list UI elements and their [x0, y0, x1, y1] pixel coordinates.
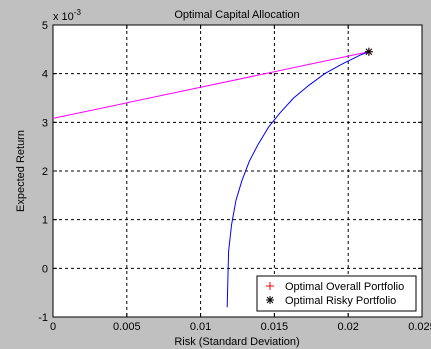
series-layer: [52, 51, 370, 308]
chart-title: Optimal Capital Allocation: [174, 9, 299, 21]
portfolio-marker-2: [364, 47, 373, 56]
x-tick-label: 0: [50, 321, 56, 333]
x-tick-label: 0.025: [408, 321, 431, 333]
legend-marker-1: [266, 282, 274, 290]
y-tick-label: 5: [42, 20, 48, 32]
y-tick-label: 3: [42, 117, 48, 129]
legend: Optimal Overall Portfolio Optimal Risky P…: [256, 275, 417, 312]
grid-lines: [53, 25, 422, 317]
marker-layer: [364, 47, 373, 56]
y-tick-label: 1: [42, 215, 48, 227]
y-axis-label: Expected Return: [15, 130, 27, 212]
legend-label-1: Optimal Overall Portfolio: [285, 281, 404, 293]
cal-line-line: [52, 51, 370, 119]
tick-marks: [52, 24, 423, 318]
legend-box: [256, 275, 417, 312]
x-tick-labels: 0 0.005 0.01 0.015 0.02 0.025: [50, 321, 431, 333]
x-tick-label: 0.01: [190, 321, 211, 333]
x-tick-label: 0.02: [337, 321, 358, 333]
y-tick-label: -1: [38, 312, 48, 324]
y-tick-label: 4: [42, 69, 48, 81]
x-axis-label: Risk (Standard Deviation): [174, 336, 299, 348]
legend-label-2: Optimal Risky Portfolio: [285, 295, 396, 307]
y-exponent-base: x 10: [53, 11, 74, 23]
y-exponent-label: x 10-3: [53, 8, 81, 23]
y-exponent-power: -3: [74, 8, 82, 17]
x-tick-label: 0.005: [113, 321, 141, 333]
efficient-frontier-line: [226, 51, 370, 308]
legend-marker-2: [266, 296, 274, 304]
y-tick-labels: -1 0 1 2 3 4 5: [38, 20, 48, 324]
x-tick-label: 0.015: [261, 321, 289, 333]
y-tick-label: 0: [42, 263, 48, 275]
y-tick-label: 2: [42, 166, 48, 178]
